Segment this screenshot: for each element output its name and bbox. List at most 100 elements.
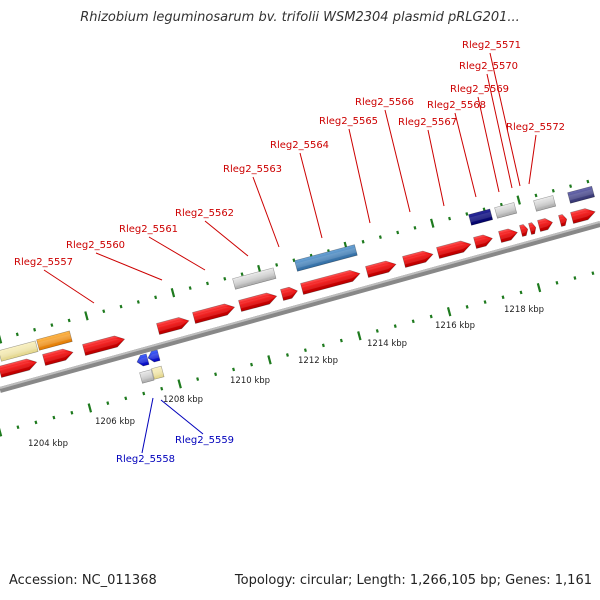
forward-gene-arrow-shape[interactable]	[0, 357, 38, 378]
forward-gene-arrow-shine	[571, 211, 596, 221]
gene-label[interactable]: Rleg2_5565	[319, 116, 378, 127]
gene-label[interactable]: Rleg2_5561	[119, 224, 178, 235]
forward-gene-arrow[interactable]	[402, 249, 435, 268]
repeat-region-yellow[interactable]	[0, 340, 39, 362]
misc-feature-navy-shine	[469, 211, 492, 223]
reverse-gene-arrow-shape[interactable]	[136, 353, 150, 367]
gene-label[interactable]: Rleg2_5562	[175, 208, 234, 219]
gene-label[interactable]: Rleg2_5566	[355, 97, 414, 108]
forward-gene-arrow[interactable]	[365, 259, 398, 278]
forward-gene-arrow-shape[interactable]	[473, 233, 494, 249]
misc-feature-gray[interactable]	[232, 267, 277, 290]
repeat-region-orange[interactable]	[36, 330, 73, 351]
forward-gene-arrow-shape[interactable]	[42, 347, 75, 366]
forward-gene-arrow[interactable]	[300, 268, 362, 295]
reverse-gene-arrow[interactable]	[147, 349, 161, 363]
forward-gene-arrow-shape[interactable]	[570, 206, 597, 224]
forward-gene-arrow-shape[interactable]	[156, 315, 191, 335]
forward-gene-arrow[interactable]	[82, 334, 127, 356]
forward-gene-arrow[interactable]	[192, 302, 237, 324]
forward-gene-arrow[interactable]	[519, 224, 530, 237]
scale-label: 1208 kbp	[163, 395, 203, 405]
forward-gene-arrow-shape[interactable]	[365, 259, 398, 278]
major-tick	[0, 427, 3, 437]
misc-feature-purple[interactable]	[567, 185, 595, 204]
forward-gene-arrow[interactable]	[570, 206, 597, 224]
forward-gene-arrow-shape[interactable]	[498, 227, 519, 243]
forward-gene-arrow-shape[interactable]	[402, 249, 435, 268]
gene-label[interactable]: Rleg2_5568	[427, 100, 486, 111]
misc-feature-gray-shape[interactable]	[232, 267, 277, 290]
major-tick	[87, 403, 93, 413]
gene-label[interactable]: Rleg2_5570	[459, 61, 518, 72]
misc-feature-gray-shape[interactable]	[494, 202, 518, 219]
major-tick	[170, 288, 176, 298]
reverse-gene-arrow-shape[interactable]	[147, 349, 161, 363]
forward-gene-arrow-shape[interactable]	[280, 285, 299, 301]
forward-gene-arrow-shine	[437, 244, 471, 256]
label-leader-line	[348, 128, 371, 224]
misc-feature-gray-shape[interactable]	[533, 195, 557, 212]
forward-gene-arrow-shape[interactable]	[238, 291, 279, 312]
label-leader-line	[489, 52, 521, 187]
forward-gene-arrow-shape[interactable]	[82, 334, 127, 356]
misc-feature-gray[interactable]	[533, 195, 557, 212]
gene-label[interactable]: Rleg2_5564	[270, 140, 329, 151]
forward-gene-arrow-shape[interactable]	[537, 217, 554, 232]
forward-gene-arrow[interactable]	[473, 233, 494, 249]
forward-gene-arrow[interactable]	[238, 291, 279, 312]
scale-label: 1216 kbp	[435, 321, 475, 331]
repeat-region-orange-shape[interactable]	[36, 330, 73, 351]
forward-gene-arrow-shape[interactable]	[436, 239, 473, 259]
minor-tick	[396, 230, 400, 235]
misc-feature-steel-shape[interactable]	[294, 244, 358, 272]
forward-gene-arrow[interactable]	[42, 347, 75, 366]
forward-gene-arrow[interactable]	[558, 214, 569, 227]
gene-label[interactable]: Rleg2_5558	[116, 454, 175, 465]
forward-gene-arrow-shape[interactable]	[519, 224, 530, 237]
gene-label[interactable]: Rleg2_5572	[506, 122, 565, 133]
gene-label[interactable]: Rleg2_5563	[223, 164, 282, 175]
repeat-region-yellow-shape[interactable]	[151, 365, 165, 380]
forward-gene-arrow-shape[interactable]	[528, 222, 538, 235]
misc-feature-gray[interactable]	[494, 202, 518, 219]
forward-gene-arrow[interactable]	[0, 357, 38, 378]
forward-gene-arrow[interactable]	[156, 315, 191, 335]
misc-feature-gray-shine	[495, 205, 516, 216]
reverse-gene-arrow[interactable]	[136, 353, 150, 367]
gene-label[interactable]: Rleg2_5569	[450, 84, 509, 95]
forward-gene-arrow[interactable]	[498, 227, 519, 243]
minor-tick	[413, 226, 417, 230]
gene-label[interactable]: Rleg2_5567	[398, 117, 457, 128]
misc-feature-navy[interactable]	[468, 208, 494, 226]
gene-label[interactable]: Rleg2_5560	[66, 240, 125, 251]
misc-feature-gray-shine	[233, 270, 276, 287]
minor-tick	[206, 281, 209, 286]
forward-gene-arrow[interactable]	[528, 222, 538, 235]
misc-feature-gray[interactable]	[139, 369, 155, 384]
gene-label[interactable]: Rleg2_5559	[175, 435, 234, 446]
forward-gene-arrow-shine	[403, 254, 433, 265]
backbone-line	[0, 221, 600, 393]
gene-label[interactable]: Rleg2_5557	[14, 257, 73, 268]
minor-tick	[275, 263, 279, 267]
forward-gene-arrow[interactable]	[436, 239, 473, 259]
minor-tick	[188, 286, 192, 290]
misc-feature-steel[interactable]	[294, 244, 358, 272]
minor-tick	[482, 207, 486, 212]
misc-feature-purple-shine	[568, 189, 594, 201]
minor-tick	[569, 184, 573, 188]
minor-tick	[154, 295, 158, 300]
misc-feature-gray-shape[interactable]	[139, 369, 155, 384]
repeat-region-yellow[interactable]	[151, 365, 165, 380]
misc-feature-navy-shape[interactable]	[468, 208, 494, 226]
major-tick	[357, 331, 362, 341]
forward-gene-arrow-shape[interactable]	[192, 302, 237, 324]
forward-gene-arrow-shape[interactable]	[300, 268, 362, 295]
repeat-region-yellow-shape[interactable]	[0, 340, 39, 362]
misc-feature-purple-shape[interactable]	[567, 185, 595, 204]
forward-gene-arrow-shape[interactable]	[558, 214, 569, 227]
forward-gene-arrow[interactable]	[537, 217, 554, 232]
gene-label[interactable]: Rleg2_5571	[462, 40, 521, 51]
forward-gene-arrow[interactable]	[280, 285, 299, 301]
